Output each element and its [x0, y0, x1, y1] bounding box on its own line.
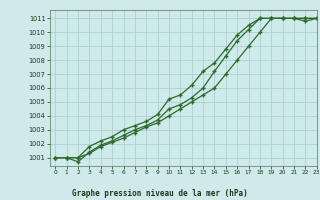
Text: Graphe pression niveau de la mer (hPa): Graphe pression niveau de la mer (hPa)	[72, 189, 248, 198]
